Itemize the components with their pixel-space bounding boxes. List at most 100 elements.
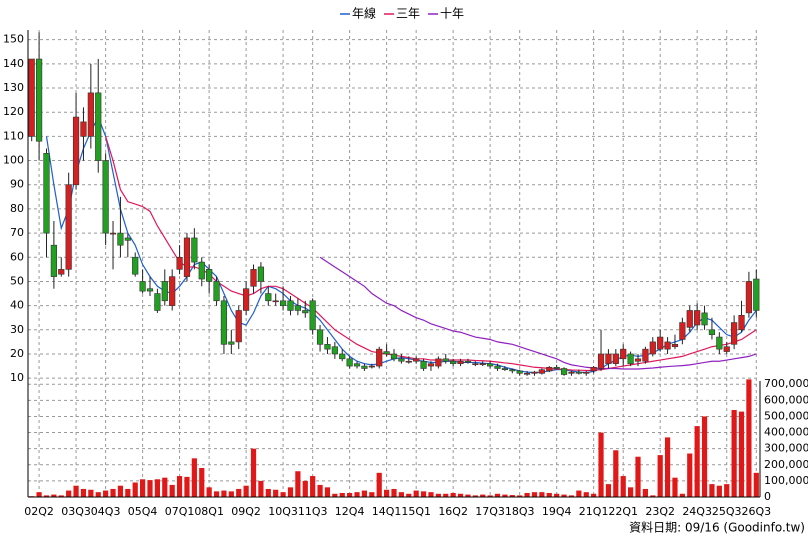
volume-bar xyxy=(176,476,183,497)
candle-body xyxy=(560,368,568,375)
volume-bar xyxy=(317,484,323,497)
ma-line xyxy=(319,256,757,370)
volume-bar xyxy=(620,476,626,497)
candle-body xyxy=(102,160,109,234)
volume-bar xyxy=(480,494,486,497)
candle-body xyxy=(679,322,686,340)
volume-bar xyxy=(524,492,530,497)
volume-bar xyxy=(605,484,612,497)
candle-body xyxy=(50,244,57,277)
candle-body xyxy=(457,360,464,364)
volume-bar xyxy=(642,488,648,497)
volume-bar xyxy=(88,489,94,497)
volume-bar xyxy=(687,453,693,497)
candle-body xyxy=(442,358,449,362)
volume-bar xyxy=(664,437,671,497)
candle-body xyxy=(472,363,479,365)
candle-body xyxy=(169,276,176,306)
volume-bar xyxy=(494,493,501,497)
ma-line xyxy=(105,136,757,372)
volume-bar xyxy=(517,495,523,497)
candle-body xyxy=(235,310,242,343)
y-tick-label: 20 xyxy=(10,347,24,360)
candle-body xyxy=(65,184,72,270)
candle-body xyxy=(657,336,664,350)
y-tick-label: 90 xyxy=(10,178,24,191)
volume-bar xyxy=(332,493,338,497)
candle-body xyxy=(634,358,642,362)
candle-body xyxy=(339,353,346,360)
volume-bar xyxy=(561,494,567,497)
candle-body xyxy=(538,369,545,374)
candle-body xyxy=(43,153,50,234)
candle-body xyxy=(509,369,516,372)
volume-bar xyxy=(613,450,619,497)
volume-bar xyxy=(679,493,685,497)
candle-body xyxy=(243,288,250,311)
volume-bar xyxy=(132,482,138,497)
y-tick-label: 80 xyxy=(10,202,24,215)
y2-tick-label: 0 xyxy=(764,490,771,503)
volume-bar xyxy=(213,491,220,497)
candle-body xyxy=(546,366,553,372)
candle-body xyxy=(35,58,43,142)
candle-body xyxy=(331,346,338,355)
candle-body xyxy=(745,281,753,314)
volume-bar xyxy=(250,448,257,497)
candle-body xyxy=(228,341,235,345)
volume-bar xyxy=(701,416,708,497)
volume-bar xyxy=(280,492,286,497)
candle-body xyxy=(198,261,205,280)
candle-body xyxy=(420,360,427,369)
candle-body xyxy=(649,341,656,355)
volume-bar xyxy=(36,492,42,497)
volume-bar xyxy=(376,472,382,497)
volume-bar xyxy=(324,487,331,497)
y-tick-label: 60 xyxy=(10,250,24,263)
volume-bar xyxy=(598,432,604,497)
volume-bar xyxy=(310,476,316,497)
volume-bar xyxy=(487,495,493,497)
y-tick-label: 10 xyxy=(10,371,24,384)
candle-body xyxy=(206,269,213,282)
candle-body xyxy=(28,58,35,137)
volume-bar xyxy=(657,455,663,497)
volume-bar xyxy=(694,426,700,497)
volume-bar xyxy=(43,495,50,497)
candle-body xyxy=(716,336,723,350)
volume-bar xyxy=(147,480,153,497)
x-tick-label: 26Q3 xyxy=(741,505,771,518)
volume-bar xyxy=(80,488,87,497)
volume-bar xyxy=(51,494,57,497)
volume-bar xyxy=(154,479,160,497)
candle-body xyxy=(250,269,257,287)
y2-tick-label: 300,000 xyxy=(764,442,808,455)
volume-bar xyxy=(753,472,759,497)
volume-bar xyxy=(583,492,589,497)
candle-body xyxy=(324,344,331,350)
x-tick-label: 19Q4 xyxy=(542,505,572,518)
candle-body xyxy=(161,281,168,302)
y2-tick-label: 400,000 xyxy=(764,426,808,439)
y-tick-label: 120 xyxy=(3,105,24,118)
candle-body xyxy=(390,353,398,360)
x-tick-label: 15Q1 xyxy=(401,505,431,518)
candle-body xyxy=(568,371,575,374)
x-tick-label: 24Q3 xyxy=(682,505,712,518)
candle-body xyxy=(479,363,486,365)
candle-body xyxy=(213,281,220,302)
volume-bar xyxy=(228,491,234,497)
volume-bar xyxy=(258,480,264,497)
legend-label: 十年 xyxy=(440,7,464,21)
candle-body xyxy=(686,310,693,328)
volume-bar xyxy=(443,493,449,497)
volume-bar xyxy=(302,480,308,497)
x-tick-label: 03Q3 xyxy=(61,505,91,518)
candle-body xyxy=(316,329,324,345)
legend-label: 三年 xyxy=(396,7,420,21)
candle-body xyxy=(265,293,272,302)
x-tick-label: 07Q1 xyxy=(165,505,195,518)
volume-bar xyxy=(103,490,109,497)
